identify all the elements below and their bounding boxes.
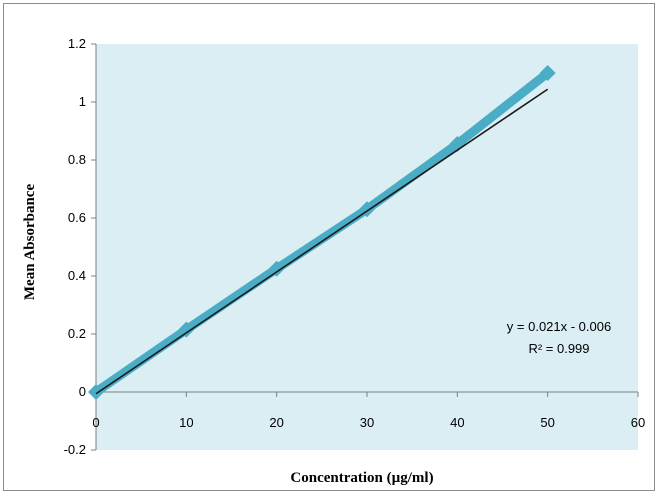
trendline [95,88,549,395]
y-tick-label: 0.4 [68,268,86,283]
x-tick-label: 50 [540,415,554,430]
x-axis-title: Concentration (µg/ml) [290,470,433,486]
plot-area [96,44,638,450]
axes [91,43,639,451]
y-tick-label: 1.2 [68,36,86,51]
chart-frame: -0.2 0 0.2 0.4 0.6 0.8 1 1.2 0 10 20 30 40 50 60 y = 0… [3,3,655,491]
data-point [268,260,285,277]
data-point [88,384,104,400]
x-tick-label: 30 [360,415,374,430]
data-point [539,65,556,81]
y-tick-label: 1 [79,94,86,109]
x-tick-label: 20 [269,415,283,430]
x-tick-label: 10 [179,415,193,430]
y-tick-label: 0 [79,384,86,399]
x-tick-label: 40 [450,415,464,430]
y-tick-label: 0.6 [68,210,86,225]
y-tick-label: -0.2 [64,442,86,457]
data-series [88,65,556,400]
y-tick-label: 0.2 [68,326,86,341]
trendline-equation: y = 0.021x - 0.006 [507,319,611,334]
x-tick-label: 60 [631,415,645,430]
x-tick-label: 0 [92,415,99,430]
r-squared-label: R² = 0.999 [528,341,589,356]
absorbance-chart: -0.2 0 0.2 0.4 0.6 0.8 1 1.2 0 10 20 30 40 50 60 y = 0… [22,36,646,486]
series-line [91,68,553,397]
tick-labels: -0.2 0 0.2 0.4 0.6 0.8 1 1.2 0 10 20 30 40 50 60 [64,36,646,457]
trendline-group [95,88,549,395]
y-tick-label: 0.8 [68,152,86,167]
data-point [178,321,195,338]
y-axis-title: Mean Absorbance [22,184,38,301]
